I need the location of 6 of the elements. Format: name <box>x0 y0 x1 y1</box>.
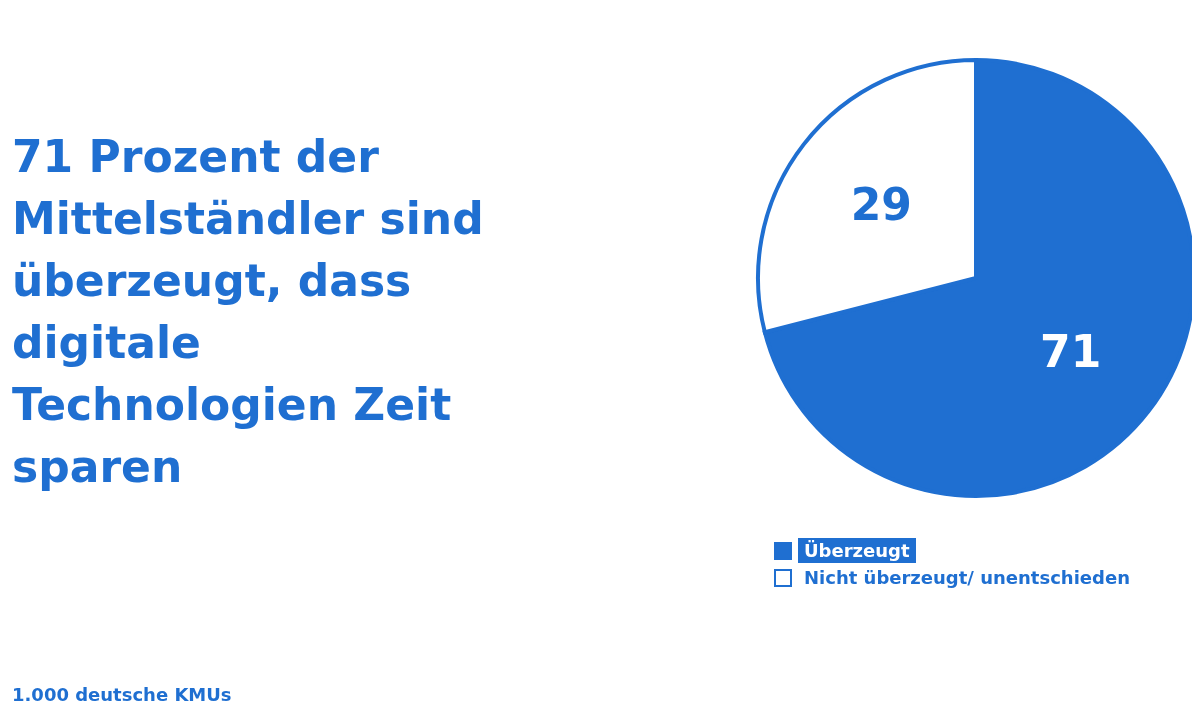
text: 71 Prozent der Mittelständler sind überzeugt, dass digitale Technologien Zeit sparen <box>12 130 485 494</box>
text: 1.000 deutsche KMUs <box>12 684 232 705</box>
legend-label: Überzeugt <box>798 538 916 563</box>
data-label: 29 <box>850 179 912 231</box>
legend-label: Nicht überzeugt/ unentschieden <box>798 565 1136 590</box>
data-label: 71 <box>1040 325 1102 377</box>
